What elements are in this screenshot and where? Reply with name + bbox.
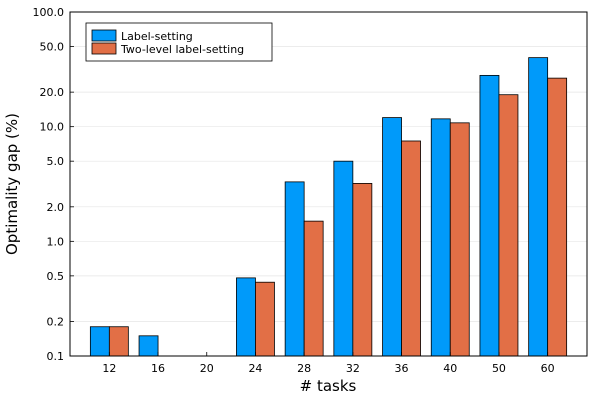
x-axis-title: # tasks [300,377,357,395]
y-tick-label: 20.0 [40,86,65,99]
bar-label-setting [479,74,500,357]
bar-two-level-label-setting [401,140,421,357]
bar-label-setting [89,326,110,357]
legend-swatch-two-level-label-setting [91,42,117,55]
bar-label-setting [138,335,159,357]
y-tick-label: 100.0 [33,6,65,19]
bar-two-level-label-setting [352,183,373,357]
plot-frame [69,11,588,357]
x-tick-label: 36 [395,362,409,375]
bar-two-level-label-setting [303,220,324,357]
x-tick-label: 20 [200,362,214,375]
legend-label-label-setting: Label-setting [121,30,193,43]
bar-two-level-label-setting [255,281,275,357]
bar-label-setting [333,160,354,357]
x-tick-label: 16 [151,362,165,375]
y-tick-label: 0.2 [47,315,65,328]
x-tick-label: 60 [541,362,555,375]
y-axis-title: Optimality gap (%) [3,113,21,255]
y-tick-label: 0.1 [47,350,65,363]
legend: Label-setting Two-level label-setting [85,22,273,62]
y-tick-label: 1.0 [47,235,65,248]
x-tick-label: 32 [346,362,360,375]
x-tick-label: 12 [102,362,116,375]
bar-two-level-label-setting [547,77,568,357]
legend-box [85,22,273,62]
x-tick-label: 40 [443,362,457,375]
y-tick-label: 50.0 [40,41,65,54]
bar-label-setting [382,117,402,357]
legend-swatch-label-setting [91,29,117,42]
x-tick-label: 24 [248,362,262,375]
bar-two-level-label-setting [498,94,519,357]
y-tick-label: 5.0 [47,155,65,168]
bar-label-setting [284,181,305,357]
bar-label-setting [528,57,549,357]
x-tick-label: 28 [297,362,311,375]
bar-two-level-label-setting [108,326,129,357]
bars [89,57,568,357]
legend-label-two-level-label-setting: Two-level label-setting [120,43,244,56]
y-tick-label: 10.0 [40,121,65,134]
bar-label-setting [430,118,451,357]
bar-label-setting [236,277,256,357]
y-tick-label: 2.0 [47,201,65,214]
y-tick-label: 0.5 [47,270,65,283]
y-ticks: 0.1 0.2 0.5 1.0 2.0 5.0 10.0 20.0 50.0 100.0 [33,6,74,363]
x-tick-label: 50 [492,362,506,375]
x-ticks: 12 16 20 24 28 32 36 40 50 60 [102,352,555,375]
bar-two-level-label-setting [449,122,470,357]
